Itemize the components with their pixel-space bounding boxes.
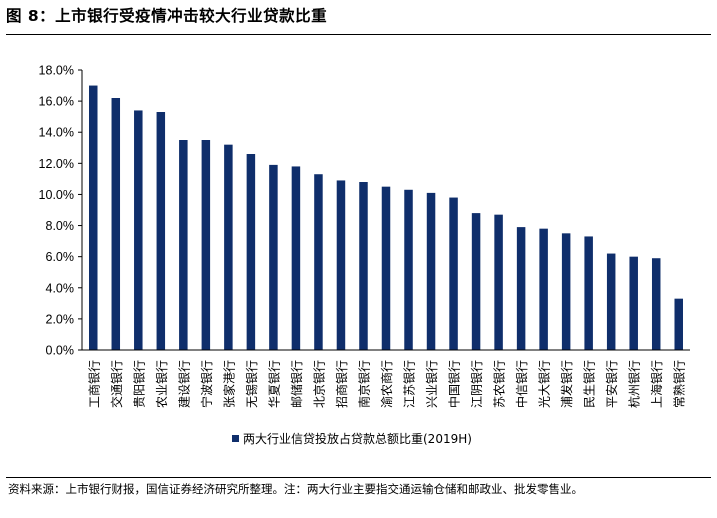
bar bbox=[291, 166, 301, 350]
bar bbox=[134, 110, 143, 350]
x-tick-label: 交通银行 bbox=[109, 360, 124, 408]
bar bbox=[584, 236, 593, 350]
bar-chart: 0.0% 2.0% 4.0% 6.0% 8.0% 10.0% 12.0% 14.0% 16.0%… bbox=[39, 64, 690, 446]
x-axis: 工商银行 交通银行 贵阳银行 农业银行 建设银行 宁波银行 张家港行 无锡银行 华夏银行 邮储银行… bbox=[82, 349, 690, 408]
y-tick-label: 10.0% bbox=[39, 188, 74, 202]
x-tick-label: 建设银行 bbox=[177, 360, 191, 408]
bar bbox=[561, 233, 571, 350]
source-divider bbox=[6, 477, 711, 478]
bar bbox=[314, 174, 323, 350]
x-tick-label: 常熟银行 bbox=[672, 360, 687, 408]
bar bbox=[494, 214, 503, 350]
figure-title: 图 8：上市银行受疫情冲击较大行业贷款比重 bbox=[6, 7, 328, 25]
x-tick-label: 贵阳银行 bbox=[132, 360, 146, 408]
bar bbox=[89, 85, 98, 351]
source-note: 资料来源：上市银行财报，国信证券经济研究所整理。注：两大行业主要指交通运输仓储和… bbox=[8, 482, 583, 496]
x-tick-label: 中信银行 bbox=[514, 360, 529, 408]
y-tick-label: 0.0% bbox=[46, 344, 75, 358]
bar bbox=[539, 228, 548, 350]
x-tick-label: 中国银行 bbox=[447, 360, 462, 408]
bar bbox=[674, 298, 683, 350]
y-tick-label: 4.0% bbox=[46, 281, 75, 295]
x-tick-label: 浦发银行 bbox=[559, 360, 574, 408]
y-tick-label: 2.0% bbox=[46, 312, 75, 326]
x-tick-label: 北京银行 bbox=[312, 360, 326, 408]
legend-swatch bbox=[232, 435, 239, 442]
legend: 两大行业信贷投放占贷款总额比重(2019H) bbox=[232, 431, 472, 446]
bar-series bbox=[89, 85, 683, 351]
bar bbox=[381, 186, 391, 350]
y-tick-label: 18.0% bbox=[39, 64, 74, 78]
y-axis: 0.0% 2.0% 4.0% 6.0% 8.0% 10.0% 12.0% 14.0% 16.0%… bbox=[39, 64, 83, 358]
x-tick-label: 招商银行 bbox=[334, 360, 349, 408]
bar bbox=[224, 144, 233, 350]
x-tick-label: 无锡银行 bbox=[244, 360, 259, 408]
x-tick-label: 江苏银行 bbox=[403, 360, 417, 408]
bar bbox=[651, 258, 661, 350]
x-tick-label: 农业银行 bbox=[155, 360, 169, 408]
x-tick-label: 邮储银行 bbox=[289, 360, 304, 408]
x-tick-label: 渝农商行 bbox=[379, 360, 394, 408]
bar bbox=[606, 253, 616, 350]
bar bbox=[426, 192, 436, 350]
bar bbox=[111, 98, 121, 350]
x-tick-label: 宁波银行 bbox=[199, 360, 214, 408]
bar bbox=[629, 256, 638, 350]
x-tick-label: 工商银行 bbox=[86, 360, 101, 408]
bar bbox=[336, 180, 346, 350]
x-tick-label: 光大银行 bbox=[538, 360, 552, 408]
y-tick-label: 16.0% bbox=[39, 95, 74, 109]
bar bbox=[516, 227, 526, 350]
bar bbox=[404, 189, 413, 350]
bar bbox=[449, 197, 458, 350]
bar bbox=[269, 164, 278, 350]
x-tick-label: 杭州银行 bbox=[627, 360, 642, 408]
x-tick-label: 张家港行 bbox=[221, 360, 236, 408]
x-tick-label: 上海银行 bbox=[649, 360, 664, 408]
y-tick-label: 12.0% bbox=[39, 157, 74, 171]
bar bbox=[201, 140, 211, 350]
x-tick-label: 民生银行 bbox=[583, 360, 597, 408]
x-tick-label: 华夏银行 bbox=[267, 360, 281, 408]
x-tick-label: 平安银行 bbox=[604, 360, 619, 408]
x-tick-label: 南京银行 bbox=[356, 360, 371, 408]
x-tick-label: 苏农银行 bbox=[493, 360, 507, 408]
bar bbox=[246, 154, 256, 350]
bar bbox=[179, 140, 188, 350]
x-tick-label: 江阴银行 bbox=[470, 360, 484, 408]
title-divider bbox=[6, 34, 711, 35]
legend-label: 两大行业信贷投放占贷款总额比重(2019H) bbox=[243, 431, 472, 446]
y-tick-label: 6.0% bbox=[46, 250, 75, 264]
y-tick-label: 14.0% bbox=[39, 126, 74, 140]
bar bbox=[471, 213, 481, 350]
bar bbox=[359, 182, 368, 350]
x-tick-label: 兴业银行 bbox=[425, 360, 439, 408]
y-tick-label: 8.0% bbox=[46, 219, 75, 233]
bar bbox=[156, 112, 166, 350]
